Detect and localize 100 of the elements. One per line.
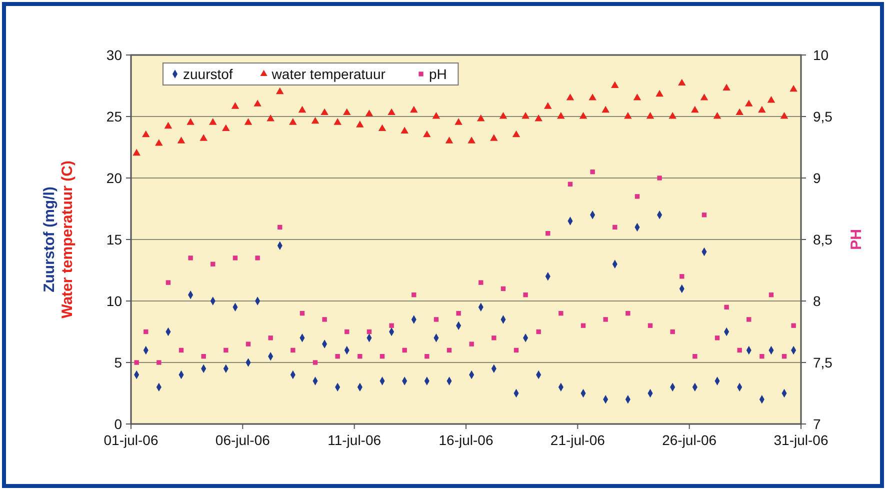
point <box>736 108 744 116</box>
point <box>156 360 162 365</box>
point <box>499 112 508 119</box>
point <box>298 106 306 113</box>
y2-axis-title: PH <box>848 229 865 250</box>
point <box>358 354 362 359</box>
point <box>557 112 565 119</box>
point <box>546 231 550 236</box>
y-tick-label: 0 <box>114 416 122 432</box>
point <box>791 323 796 328</box>
point <box>566 94 574 100</box>
point <box>200 134 208 141</box>
point <box>544 102 552 109</box>
y-tick-label: 15 <box>106 232 122 248</box>
point <box>745 100 753 106</box>
point <box>700 94 708 100</box>
point <box>760 354 764 359</box>
point <box>590 170 595 174</box>
point <box>626 310 630 316</box>
legend-label: zuurstof <box>183 66 233 82</box>
point <box>522 112 530 119</box>
point <box>378 124 386 132</box>
point <box>456 310 461 316</box>
point <box>412 292 416 298</box>
point <box>134 360 139 365</box>
point <box>209 118 217 125</box>
point <box>155 139 163 146</box>
y2-tick-label: 9,5 <box>813 108 833 124</box>
point <box>278 224 282 230</box>
legend-label: water temperatuur <box>270 66 386 82</box>
point <box>434 317 439 322</box>
point <box>166 280 171 285</box>
point <box>790 84 798 92</box>
point <box>201 354 206 359</box>
point <box>365 110 374 116</box>
y2-tick-label: 10 <box>813 47 829 63</box>
point <box>388 108 396 116</box>
y2-tick-label: 7,5 <box>813 354 833 370</box>
x-tick-label: 21-jul-06 <box>550 432 606 448</box>
point <box>477 114 485 122</box>
point <box>722 84 730 90</box>
point <box>402 348 407 353</box>
point <box>767 96 776 103</box>
point <box>514 348 519 353</box>
x-tick-label: 31-jul-06 <box>774 432 828 448</box>
point <box>142 130 150 138</box>
point <box>246 342 251 346</box>
point <box>424 354 430 359</box>
point <box>132 148 140 156</box>
point <box>446 348 452 353</box>
point <box>558 310 564 316</box>
point <box>500 286 506 292</box>
point <box>603 317 608 322</box>
y2-tick-label: 8,5 <box>813 232 833 248</box>
point <box>178 348 184 353</box>
point <box>144 329 148 334</box>
point <box>670 329 675 334</box>
legend-label: pH <box>429 66 447 82</box>
y-tick-label: 5 <box>114 354 122 370</box>
y-tick-label: 10 <box>106 293 122 309</box>
point <box>648 323 653 328</box>
point <box>290 348 296 353</box>
point <box>780 112 788 119</box>
point <box>366 329 372 334</box>
point <box>232 256 238 260</box>
point <box>177 136 186 144</box>
point <box>536 329 541 334</box>
point <box>523 292 528 298</box>
point <box>624 112 632 119</box>
point <box>254 100 262 106</box>
point <box>634 194 640 199</box>
point <box>380 354 385 359</box>
point <box>602 106 610 113</box>
text: Water temperatuur (C) <box>59 160 76 318</box>
y2-tick-label: 7 <box>813 416 821 432</box>
point <box>432 112 440 119</box>
point <box>692 354 698 359</box>
point <box>311 116 320 124</box>
point <box>344 329 350 334</box>
y2-tick-label: 8 <box>813 293 821 309</box>
point <box>633 94 642 100</box>
point <box>713 112 722 119</box>
point <box>657 176 662 180</box>
point <box>758 106 766 113</box>
x-tick-label: 01-jul-06 <box>104 432 158 448</box>
point <box>746 317 752 322</box>
point <box>646 112 654 119</box>
point <box>678 78 686 86</box>
point <box>691 106 699 113</box>
point <box>300 310 305 316</box>
point <box>276 87 284 94</box>
point <box>410 106 418 113</box>
x-tick-label: 11-jul-06 <box>328 432 382 448</box>
point <box>224 348 228 353</box>
point <box>714 336 720 340</box>
point <box>512 130 520 138</box>
point <box>478 280 484 285</box>
text: Zuurstof (mg/l) <box>41 186 58 292</box>
point <box>668 112 676 119</box>
point <box>423 130 431 138</box>
